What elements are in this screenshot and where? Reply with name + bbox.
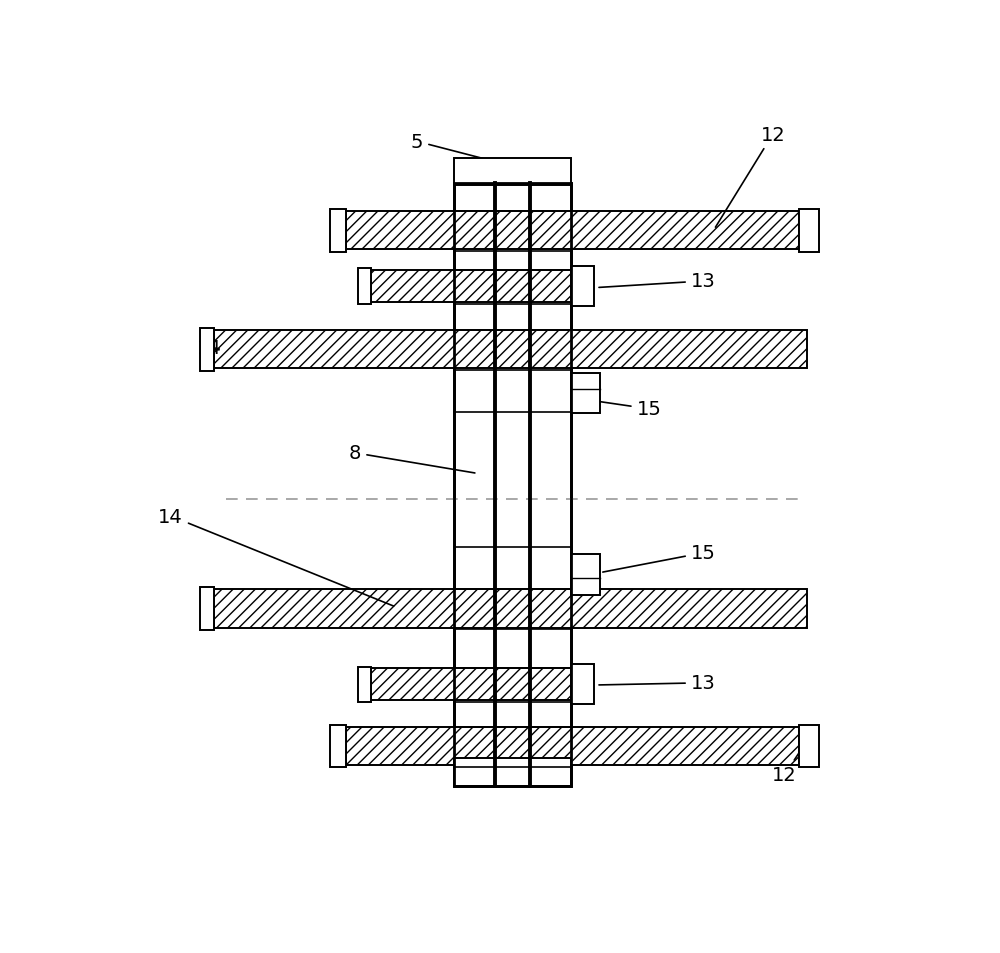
Bar xyxy=(454,184,571,786)
Text: 15: 15 xyxy=(603,544,716,573)
Bar xyxy=(214,590,807,628)
Text: 15: 15 xyxy=(591,400,661,418)
Bar xyxy=(799,725,819,767)
Bar xyxy=(571,267,594,307)
Text: 5: 5 xyxy=(411,132,514,167)
Text: 13: 13 xyxy=(599,674,716,693)
Text: 14: 14 xyxy=(158,507,394,606)
Bar xyxy=(571,374,600,414)
Text: 14: 14 xyxy=(197,338,222,357)
Bar xyxy=(454,759,571,786)
Bar xyxy=(346,212,799,250)
Bar xyxy=(200,329,214,372)
Bar xyxy=(358,667,371,702)
Text: 8: 8 xyxy=(349,444,475,474)
Bar xyxy=(346,727,799,765)
Bar xyxy=(571,555,600,595)
Bar xyxy=(371,271,571,303)
Bar xyxy=(214,331,807,369)
Bar xyxy=(371,668,571,700)
Bar xyxy=(330,210,346,253)
Bar xyxy=(799,210,819,253)
Text: 12: 12 xyxy=(715,126,785,228)
Bar xyxy=(454,158,571,186)
Text: 13: 13 xyxy=(599,273,716,292)
Bar xyxy=(358,269,371,304)
Bar xyxy=(330,725,346,767)
Bar xyxy=(454,184,571,786)
Text: 12: 12 xyxy=(772,749,802,784)
Bar xyxy=(200,588,214,630)
Bar xyxy=(571,665,594,704)
